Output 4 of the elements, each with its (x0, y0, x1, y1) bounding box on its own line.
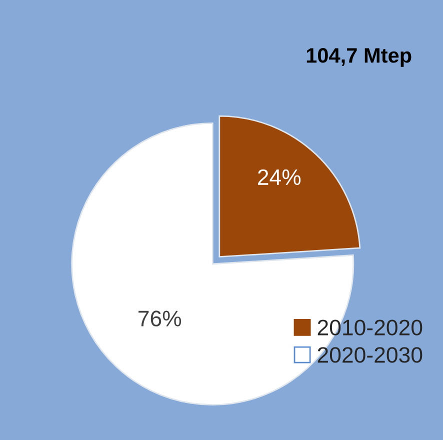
chart-title: 104,7 Mtep (306, 48, 412, 67)
data-label: 76% (138, 310, 182, 326)
legend-label: 2020-2030 (318, 347, 422, 363)
data-label: 24% (258, 169, 301, 185)
